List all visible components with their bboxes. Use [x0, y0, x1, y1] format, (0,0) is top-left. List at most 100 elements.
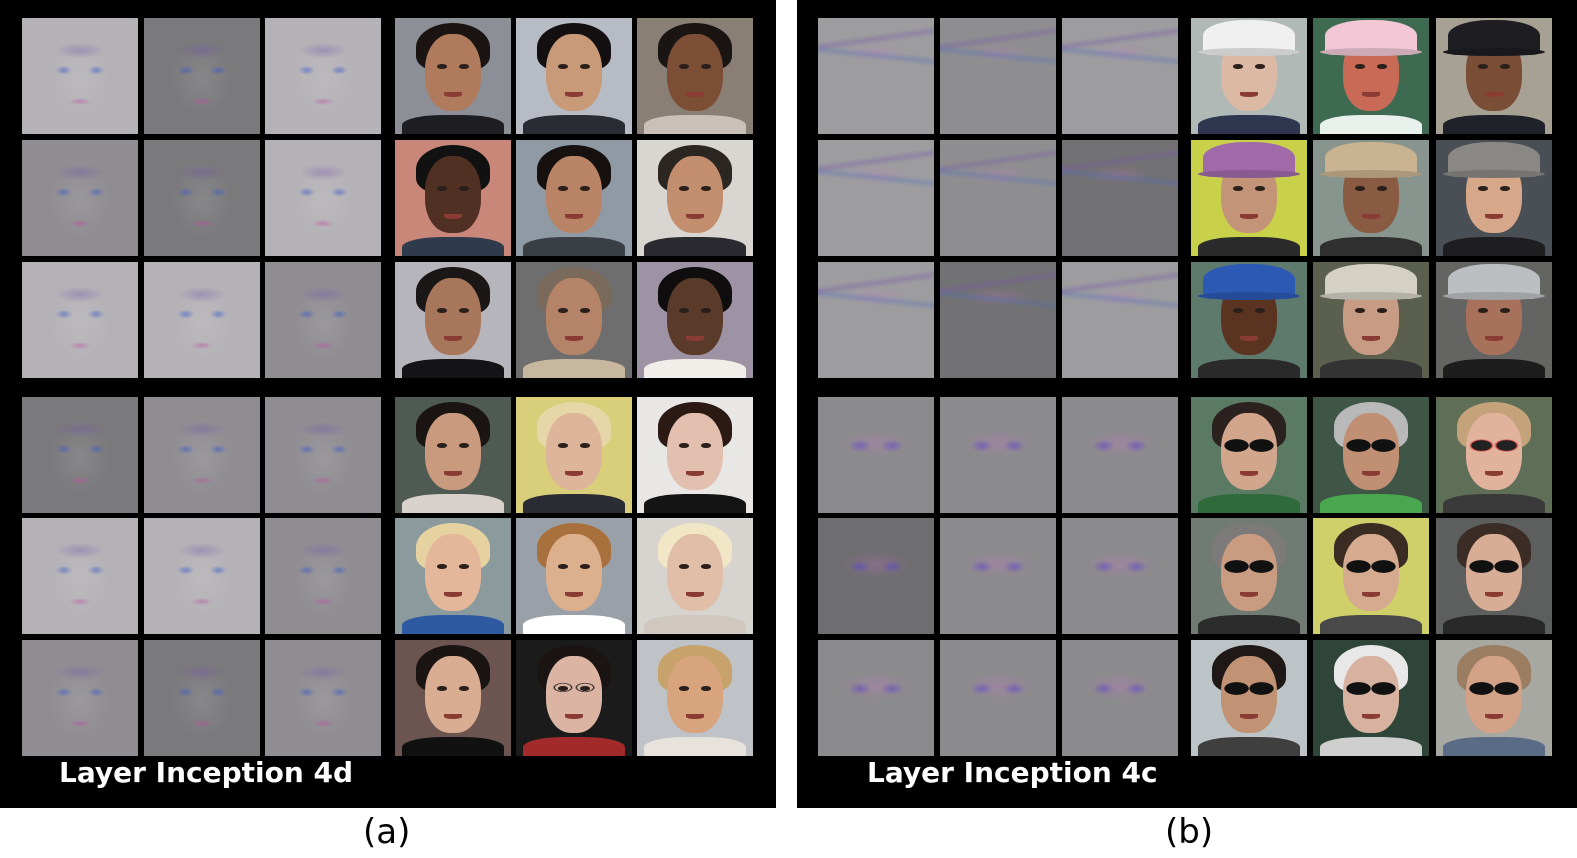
photo-eye-right — [1254, 308, 1266, 314]
a-photo-4 — [516, 140, 632, 256]
photo-face — [546, 656, 602, 733]
photo-eye-left — [678, 186, 690, 192]
photo-clothing — [1442, 615, 1546, 634]
b-deconv-tile — [818, 640, 934, 756]
photo-clothing — [643, 115, 747, 134]
photo-hat-brim — [1319, 170, 1423, 179]
b-photo-15 — [1191, 640, 1307, 756]
photo-mouth — [443, 92, 463, 97]
photo-eye-left — [678, 64, 690, 70]
photo-clothing — [401, 115, 505, 134]
photo-face — [425, 156, 481, 233]
photo-eye-left — [436, 64, 448, 70]
photo-mouth — [685, 592, 705, 597]
photo-clothing — [643, 615, 747, 634]
photo-mouth — [564, 714, 584, 719]
photo-mouth — [1361, 592, 1381, 597]
photo-mouth — [564, 471, 584, 476]
photo-clothing — [643, 494, 747, 513]
photo-clothing — [401, 615, 505, 634]
caption-a: (a) — [363, 812, 411, 852]
photo-mouth — [685, 714, 705, 719]
a-deconv-tile — [144, 397, 260, 513]
photo-eye-right — [1376, 308, 1388, 314]
photo-face — [425, 413, 481, 490]
photo-eye-right — [458, 186, 470, 192]
photo-clothing — [1197, 737, 1301, 756]
photo-sunglasses — [1223, 559, 1275, 573]
photo-sunglasses — [1345, 681, 1397, 695]
photo-mouth — [685, 336, 705, 341]
photo-face — [1221, 534, 1277, 611]
a-deconv-tile — [22, 640, 138, 756]
a-photo-14 — [637, 518, 753, 634]
photo-eye-right — [1499, 64, 1511, 70]
a-deconv-tile — [144, 640, 260, 756]
b-photo-6 — [1191, 262, 1307, 378]
photo-eye-left — [1477, 186, 1489, 192]
photo-mouth — [443, 214, 463, 219]
photo-face — [425, 534, 481, 611]
photo-hat-brim — [1197, 292, 1301, 301]
a-deconv-tile — [22, 18, 138, 134]
photo-clothing — [522, 615, 626, 634]
photo-eye-left — [436, 308, 448, 314]
photo-hat-brim — [1442, 292, 1546, 301]
b-deconv-tile — [1062, 640, 1178, 756]
photo-eye-right — [700, 186, 712, 192]
b-photo-17 — [1436, 640, 1552, 756]
photo-face — [546, 278, 602, 355]
b-photo-2 — [1436, 18, 1552, 134]
photo-mouth — [1484, 92, 1504, 97]
photo-clothing — [1319, 115, 1423, 134]
photo-clothing — [1319, 359, 1423, 378]
a-deconv-tile — [22, 397, 138, 513]
photo-eye-left — [1232, 308, 1244, 314]
photo-mouth — [1239, 592, 1259, 597]
photo-eye-left — [1477, 64, 1489, 70]
photo-clothing — [401, 359, 505, 378]
photo-face — [1343, 656, 1399, 733]
photo-clothing — [1197, 494, 1301, 513]
photo-mouth — [1361, 714, 1381, 719]
photo-face — [546, 34, 602, 111]
photo-eye-right — [458, 64, 470, 70]
photo-face — [667, 534, 723, 611]
photo-mouth — [1484, 714, 1504, 719]
photo-face — [425, 656, 481, 733]
photo-eye-left — [1354, 64, 1366, 70]
b-photo-8 — [1436, 262, 1552, 378]
photo-mouth — [564, 592, 584, 597]
photo-clothing — [522, 115, 626, 134]
b-photo-13 — [1313, 518, 1429, 634]
b-deconv-tile — [940, 140, 1056, 256]
photo-face — [546, 156, 602, 233]
photo-clothing — [1319, 615, 1423, 634]
photo-mouth — [1484, 336, 1504, 341]
photo-face — [667, 34, 723, 111]
a-deconv-tile — [265, 518, 381, 634]
b-deconv-tile — [940, 18, 1056, 134]
b-deconv-tile — [940, 262, 1056, 378]
photo-eye-right — [1376, 64, 1388, 70]
photo-eye-left — [436, 186, 448, 192]
a-photo-0 — [395, 18, 511, 134]
photo-eye-right — [700, 564, 712, 570]
photo-mouth — [1239, 214, 1259, 219]
a-deconv-tile — [22, 518, 138, 634]
b-deconv-tile — [818, 18, 934, 134]
photo-mouth — [1484, 214, 1504, 219]
photo-face — [546, 534, 602, 611]
photo-eye-right — [700, 686, 712, 692]
photo-eye-left — [557, 186, 569, 192]
photo-mouth — [1239, 92, 1259, 97]
photo-eye-right — [579, 443, 591, 449]
a-photo-9 — [395, 397, 511, 513]
photo-hat-brim — [1197, 48, 1301, 57]
a-deconv-tile — [144, 518, 260, 634]
b-deconv-tile — [818, 140, 934, 256]
photo-mouth — [443, 592, 463, 597]
photo-sunglasses — [1468, 559, 1520, 573]
photo-face — [667, 278, 723, 355]
photo-sunglasses — [1345, 559, 1397, 573]
